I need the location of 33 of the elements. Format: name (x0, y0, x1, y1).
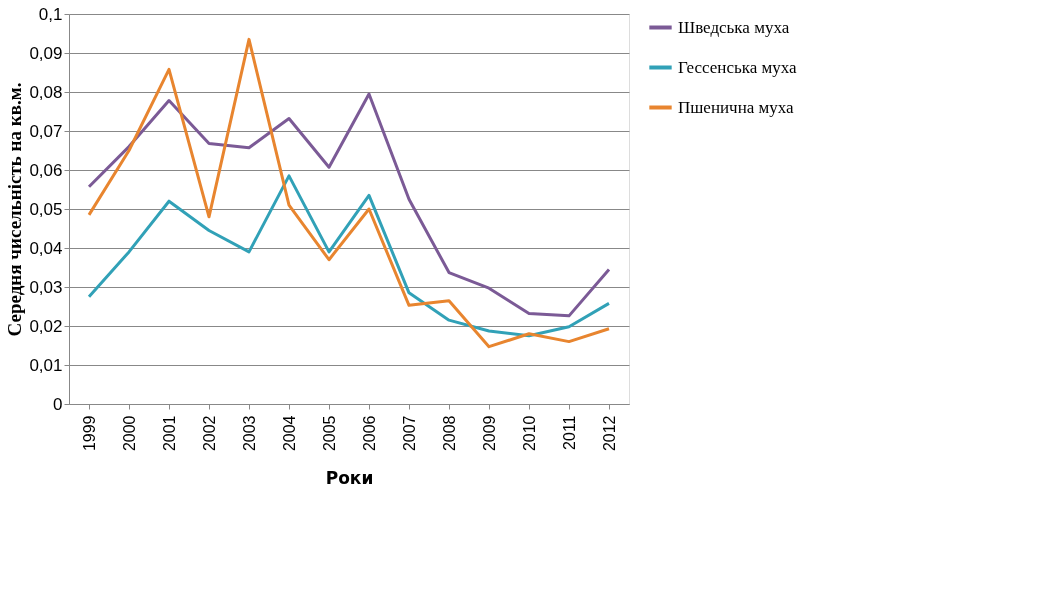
y-tick-label: 0 (53, 394, 63, 414)
line-series (87, 174, 611, 338)
y-tick-label: 0,01 (29, 355, 63, 375)
y-tick-label: 0,05 (29, 199, 63, 219)
y-tick-label: 0,02 (29, 316, 63, 336)
x-tick-label: 2003 (240, 415, 258, 452)
x-axis-title: Роки (325, 468, 374, 489)
x-tick-label: 2007 (400, 415, 418, 452)
x-tick-label: 2004 (280, 415, 298, 452)
line-series (87, 92, 611, 318)
y-tick-label: 0,04 (29, 238, 63, 258)
x-tick-label: 2010 (520, 415, 538, 452)
y-tick-label: 0,1 (38, 4, 63, 24)
legend-label: Пшенична муха (678, 97, 795, 117)
y-tick-label: 0,03 (29, 277, 63, 297)
x-tick-label: 2001 (160, 415, 178, 452)
y-tick-label: 0,06 (29, 160, 63, 180)
x-tick-label: 2002 (200, 415, 218, 452)
x-tick-label: 2006 (360, 415, 378, 452)
line-series (87, 37, 611, 349)
x-tick-label: 2011 (560, 415, 578, 450)
y-tick-label: 0,08 (29, 82, 63, 102)
y-axis-title: Середня чисельність на кв.м. (4, 82, 26, 337)
x-tick-label: 2008 (440, 415, 458, 452)
x-tick-label: 2009 (480, 415, 498, 452)
x-tick-label: 1999 (80, 415, 98, 452)
y-tick-label: 0,09 (29, 43, 63, 63)
y-tick-label: 0,07 (29, 121, 63, 141)
legend-label: Шведська муха (678, 17, 790, 37)
legend-label: Гессенська муха (678, 57, 798, 77)
x-tick-label: 2005 (320, 415, 338, 452)
x-tick-label: 2000 (120, 415, 138, 452)
x-tick-label: 2012 (600, 415, 618, 452)
